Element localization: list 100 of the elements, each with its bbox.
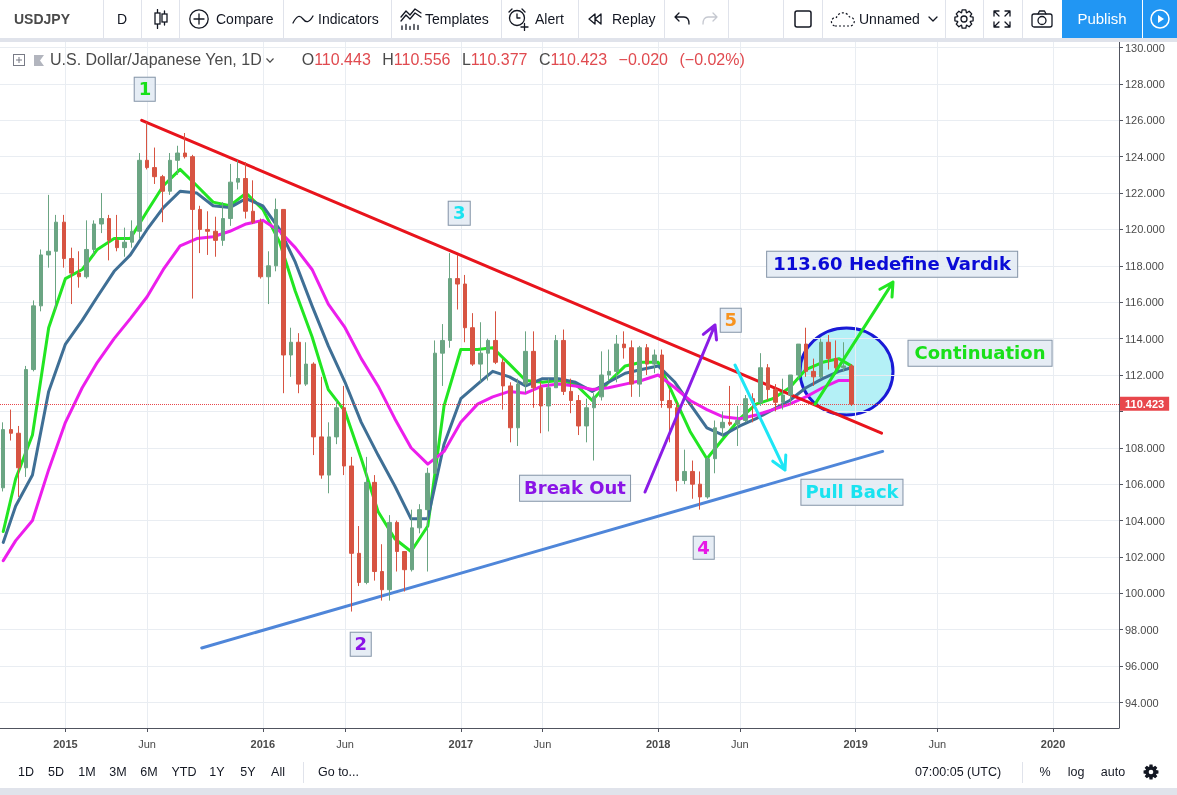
candlestick bbox=[311, 361, 316, 456]
y-tick-label: 126.000 bbox=[1125, 114, 1165, 127]
candlestick bbox=[319, 376, 324, 480]
y-tick-label: 128.000 bbox=[1125, 77, 1165, 90]
candlestick bbox=[523, 330, 528, 394]
candlestick bbox=[160, 174, 165, 223]
text: 3M bbox=[109, 765, 127, 780]
y-tick-label: 114.000 bbox=[1125, 332, 1164, 345]
candlestick bbox=[554, 334, 558, 389]
candlestick bbox=[826, 334, 831, 371]
candlestick bbox=[417, 503, 422, 534]
text: % bbox=[1039, 765, 1051, 780]
annotation: 5 bbox=[719, 308, 742, 333]
text: 1M bbox=[78, 765, 96, 780]
candlestick bbox=[145, 121, 149, 170]
annotation: 4 bbox=[692, 535, 715, 561]
candlestick bbox=[168, 152, 172, 196]
candlestick bbox=[205, 210, 210, 256]
candlestick bbox=[99, 192, 104, 234]
text: U.S. Dollar/Japanese Yen, 1D bbox=[50, 51, 262, 69]
candlestick bbox=[728, 385, 732, 427]
x-tick-label: Jun bbox=[731, 737, 749, 750]
candlestick bbox=[682, 449, 687, 485]
candlestick bbox=[720, 410, 725, 438]
candlestick bbox=[645, 343, 649, 376]
text: D bbox=[116, 11, 128, 27]
y-tick-label: 100.000 bbox=[1125, 587, 1165, 600]
x-tick-label: Jun bbox=[928, 737, 947, 750]
candlestick bbox=[546, 378, 551, 432]
candlestick bbox=[781, 378, 785, 411]
text: Indicators bbox=[318, 11, 379, 27]
x-tick-label: 2018 bbox=[645, 737, 671, 750]
candlestick bbox=[849, 363, 854, 407]
candlestick bbox=[584, 398, 589, 443]
candlestick bbox=[364, 456, 369, 585]
candlestick bbox=[357, 525, 361, 587]
candlestick bbox=[39, 248, 43, 312]
candlestick bbox=[531, 330, 536, 409]
candlestick bbox=[236, 159, 240, 190]
candlestick bbox=[198, 205, 202, 254]
text: Alert bbox=[535, 11, 564, 27]
candlestick bbox=[569, 378, 573, 414]
candlestick bbox=[258, 218, 263, 280]
text: Go to... bbox=[318, 765, 359, 780]
x-tick-label: 2017 bbox=[448, 737, 474, 750]
candlestick bbox=[24, 365, 28, 478]
candlestick bbox=[629, 339, 634, 398]
candlestick bbox=[221, 201, 225, 247]
candlestick bbox=[69, 247, 74, 305]
candlestick bbox=[387, 514, 392, 602]
y-tick-label: 94.000 bbox=[1125, 696, 1159, 709]
annotation: 3 bbox=[447, 200, 471, 226]
candlestick bbox=[607, 349, 611, 381]
y-tick-label: 122.000 bbox=[1125, 187, 1165, 200]
x-tick-label: Jun bbox=[336, 737, 354, 750]
candlestick bbox=[296, 332, 301, 394]
candlestick bbox=[516, 378, 520, 447]
y-tick-label: 106.000 bbox=[1125, 478, 1165, 491]
text: auto bbox=[1100, 765, 1126, 780]
candlestick bbox=[304, 341, 308, 387]
y-tick-label: 102.000 bbox=[1125, 550, 1165, 563]
candlestick bbox=[46, 194, 51, 269]
candlestick bbox=[380, 543, 384, 602]
candlestick bbox=[372, 474, 377, 582]
candlestick bbox=[698, 470, 702, 511]
candlestick bbox=[743, 394, 748, 423]
candlestick bbox=[183, 132, 187, 159]
candlestick bbox=[327, 421, 331, 494]
candlestick bbox=[819, 338, 823, 380]
candlestick bbox=[334, 399, 339, 445]
candlestick bbox=[660, 349, 664, 409]
candlestick bbox=[622, 330, 626, 360]
candlestick bbox=[281, 208, 286, 394]
text: 07:00:05 (UTC) bbox=[914, 765, 1002, 780]
y-tick-label: 104.000 bbox=[1125, 514, 1165, 527]
x-tick-label: 2015 bbox=[53, 737, 78, 750]
annotation: Continuation bbox=[907, 339, 1053, 367]
candlestick bbox=[713, 420, 717, 474]
candlestick bbox=[289, 327, 293, 378]
annotation: Pull Back bbox=[800, 478, 904, 506]
candlestick bbox=[576, 394, 581, 436]
candlestick bbox=[841, 341, 846, 372]
text: O110.443 H110.556 L110.377 C110.423 −0.020 (−0.02%) bbox=[301, 51, 745, 68]
candlestick bbox=[9, 409, 13, 442]
candlestick bbox=[493, 310, 498, 365]
candlestick bbox=[539, 381, 543, 434]
candlestick bbox=[561, 329, 566, 396]
candlestick bbox=[115, 214, 119, 252]
candlestick bbox=[652, 349, 657, 374]
candlestick bbox=[758, 352, 763, 407]
x-tick-label: Jun bbox=[533, 737, 552, 750]
text: USDJPY bbox=[14, 11, 71, 27]
candlestick bbox=[796, 343, 801, 380]
candlestick bbox=[508, 381, 513, 443]
candlestick bbox=[122, 227, 127, 258]
candlestick bbox=[433, 339, 437, 474]
candlestick bbox=[152, 147, 157, 185]
x-tick-label: Jun bbox=[138, 737, 156, 750]
y-tick-label: 108.000 bbox=[1125, 441, 1165, 454]
candlestick bbox=[690, 460, 695, 500]
